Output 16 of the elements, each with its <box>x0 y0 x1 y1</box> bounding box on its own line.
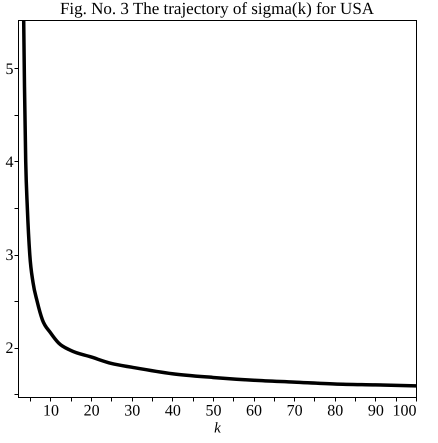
chart-title: Fig. No. 3 The trajectory of sigma(k) for USA <box>60 0 375 18</box>
x-axis-title: k <box>214 420 222 436</box>
x-tick-label: 80 <box>327 402 344 420</box>
y-tick-label: 5 <box>6 60 14 78</box>
x-tick-label: 10 <box>42 402 59 420</box>
y-tick-label: 4 <box>6 154 14 171</box>
x-tick-label: 70 <box>286 402 303 420</box>
x-tick-label: 90 <box>368 402 384 420</box>
x-tick-label: 100 <box>392 402 416 420</box>
x-tick-label: 20 <box>84 402 100 420</box>
x-tick-label: 30 <box>124 402 140 420</box>
x-tick-label: 50 <box>205 402 222 420</box>
y-tick-label: 2 <box>6 340 14 358</box>
x-tick-label: 40 <box>164 402 181 420</box>
y-tick-label: 3 <box>6 247 14 264</box>
x-tick-label: 60 <box>246 402 262 420</box>
